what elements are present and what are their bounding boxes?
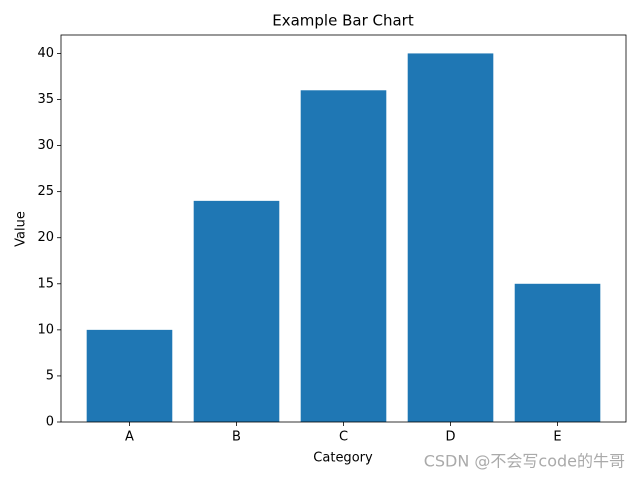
chart-title: Example Bar Chart: [272, 12, 414, 30]
y-axis-label: Value: [14, 211, 29, 247]
y-tick-label: 10: [37, 322, 54, 337]
y-tick-label: 20: [37, 230, 54, 245]
watermark: CSDN @不会写code的牛哥: [424, 452, 625, 471]
y-tick-label: 5: [46, 368, 54, 383]
y-tick-label: 35: [37, 92, 54, 107]
bar: [407, 53, 494, 423]
plot-frame: [60, 34, 627, 423]
y-tick-label: 30: [37, 138, 54, 153]
y-tick-label: 40: [37, 46, 54, 61]
y-tick-label: 0: [46, 415, 54, 430]
y-tick-label: 15: [37, 276, 54, 291]
x-axis-label: Category: [313, 451, 373, 466]
y-tick-label: 25: [37, 184, 54, 199]
x-tick-label: C: [339, 430, 348, 445]
x-tick-label: A: [125, 430, 134, 445]
x-tick-label: E: [553, 430, 561, 445]
bar: [86, 329, 173, 422]
x-tick-label: D: [445, 430, 455, 445]
bar: [193, 200, 280, 422]
x-tick-label: B: [232, 430, 241, 445]
bar: [300, 90, 387, 423]
bar: [514, 283, 601, 422]
